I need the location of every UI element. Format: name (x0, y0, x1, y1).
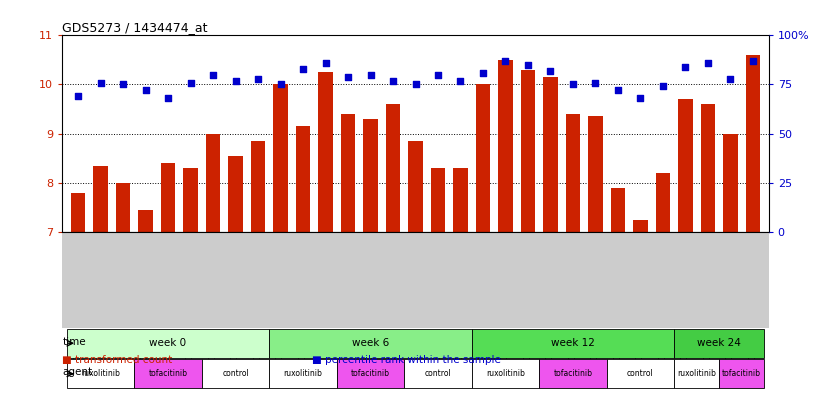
Text: control: control (627, 369, 654, 378)
Point (521, 62, 534, 68)
Text: week 12: week 12 (551, 338, 595, 348)
FancyBboxPatch shape (674, 329, 765, 358)
Text: tofacitinib: tofacitinib (553, 369, 593, 378)
Bar (206, 134, 220, 232)
Point (252, 75, 265, 82)
Bar (229, 156, 243, 232)
Bar (116, 183, 130, 232)
Text: tofacitinib: tofacitinib (149, 369, 188, 378)
Text: week 6: week 6 (352, 338, 389, 348)
Bar (723, 134, 738, 232)
Text: ruxolitinib: ruxolitinib (81, 369, 120, 378)
Point (364, 72, 377, 78)
Bar (251, 141, 265, 232)
FancyBboxPatch shape (472, 359, 539, 388)
Text: time: time (62, 337, 86, 347)
Bar (386, 104, 401, 232)
FancyBboxPatch shape (269, 359, 337, 388)
Point (342, 73, 355, 80)
Point (499, 58, 512, 64)
Point (184, 79, 197, 86)
Text: ■ percentile rank within the sample: ■ percentile rank within the sample (312, 354, 500, 365)
Text: ruxolitinib: ruxolitinib (677, 369, 716, 378)
Bar (633, 220, 647, 232)
Point (612, 87, 625, 94)
Point (94, 79, 107, 86)
Text: ■ transformed count: ■ transformed count (62, 354, 173, 365)
Bar (363, 119, 378, 232)
Text: tofacitinib: tofacitinib (351, 369, 390, 378)
Point (634, 95, 647, 101)
Bar (273, 84, 288, 232)
FancyBboxPatch shape (472, 329, 674, 358)
Bar (408, 141, 423, 232)
Bar (678, 99, 693, 232)
Bar (318, 72, 333, 232)
Bar (138, 210, 153, 232)
FancyBboxPatch shape (404, 359, 472, 388)
Bar (588, 116, 602, 232)
Point (139, 87, 152, 94)
Point (589, 79, 602, 86)
FancyBboxPatch shape (66, 329, 269, 358)
Bar (341, 114, 356, 232)
Bar (184, 168, 198, 232)
Point (701, 60, 715, 66)
Bar (296, 126, 310, 232)
Text: week 24: week 24 (697, 338, 741, 348)
Point (116, 81, 130, 88)
Point (71, 93, 85, 99)
Text: GDS5273 / 1434474_at: GDS5273 / 1434474_at (62, 21, 208, 34)
FancyBboxPatch shape (66, 359, 135, 388)
Point (724, 75, 737, 82)
FancyBboxPatch shape (135, 359, 202, 388)
FancyBboxPatch shape (337, 359, 404, 388)
Point (566, 81, 579, 88)
FancyBboxPatch shape (607, 359, 674, 388)
Bar (745, 55, 760, 232)
Point (454, 77, 467, 84)
FancyBboxPatch shape (719, 359, 765, 388)
Point (431, 72, 445, 78)
Point (229, 77, 242, 84)
Point (746, 58, 760, 64)
Point (679, 64, 692, 70)
Bar (475, 84, 490, 232)
Text: agent: agent (62, 367, 93, 377)
Point (543, 68, 557, 74)
Bar (453, 168, 468, 232)
Bar (566, 114, 580, 232)
Text: control: control (222, 369, 249, 378)
Bar (701, 104, 715, 232)
Text: ruxolitinib: ruxolitinib (283, 369, 322, 378)
FancyBboxPatch shape (539, 359, 607, 388)
Text: control: control (425, 369, 451, 378)
Point (409, 81, 422, 88)
Text: tofacitinib: tofacitinib (722, 369, 761, 378)
Point (206, 72, 219, 78)
Bar (93, 165, 108, 232)
Point (161, 95, 175, 101)
Bar (611, 187, 625, 232)
Point (476, 70, 489, 76)
Point (297, 66, 310, 72)
FancyBboxPatch shape (269, 329, 472, 358)
Bar (160, 163, 175, 232)
FancyBboxPatch shape (202, 359, 269, 388)
Bar (71, 193, 86, 232)
Bar (656, 173, 671, 232)
Point (319, 60, 332, 66)
Bar (498, 60, 513, 232)
Point (386, 77, 400, 84)
FancyBboxPatch shape (674, 359, 719, 388)
Bar (521, 70, 535, 232)
Text: week 0: week 0 (150, 338, 187, 348)
Bar (430, 168, 445, 232)
Point (656, 83, 670, 90)
Text: ruxolitinib: ruxolitinib (486, 369, 525, 378)
Bar (543, 77, 558, 232)
Point (274, 81, 288, 88)
